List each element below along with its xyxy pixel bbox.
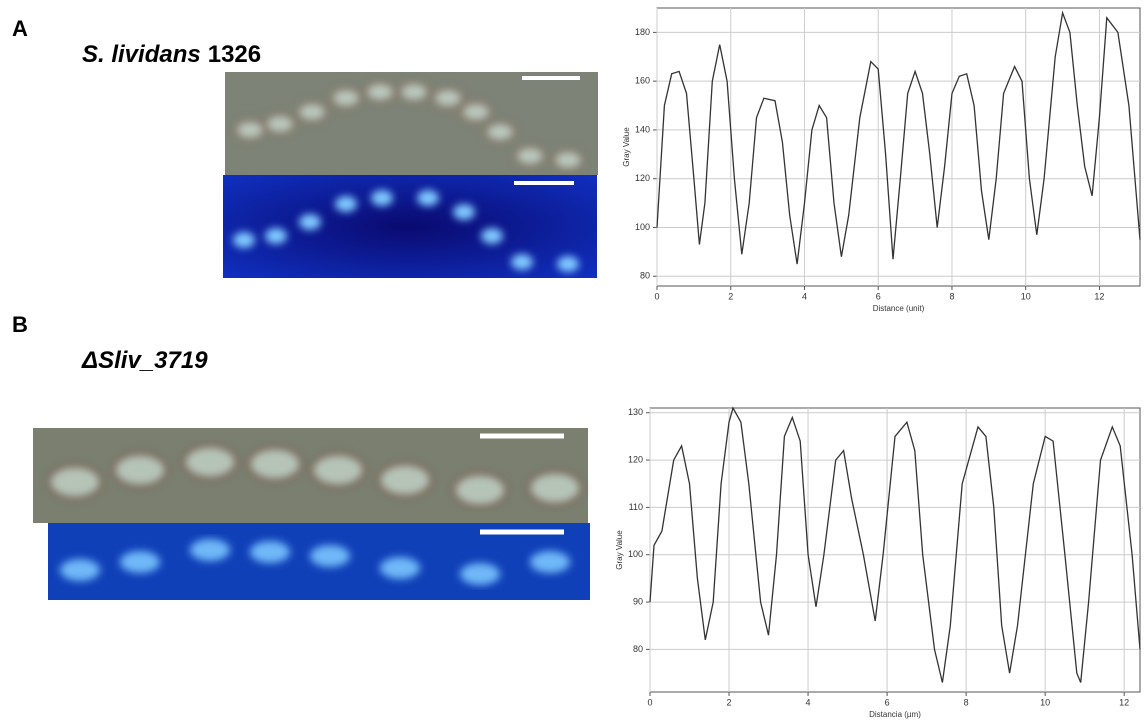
panel-label: A bbox=[12, 16, 28, 41]
fluorescence-image-a bbox=[223, 175, 597, 278]
x-tick-label: 0 bbox=[647, 697, 652, 707]
x-tick-label: 10 bbox=[1040, 697, 1050, 707]
title-part: S. lividans bbox=[82, 41, 201, 68]
plot-frame bbox=[649, 407, 1141, 693]
panel-label: B bbox=[12, 312, 28, 337]
x-tick-label: 12 bbox=[1094, 291, 1104, 301]
y-axis-label: Gray Value bbox=[615, 530, 624, 570]
fluorescence-image-b bbox=[48, 523, 590, 600]
y-tick-label: 120 bbox=[628, 454, 643, 464]
x-tick-label: 2 bbox=[728, 291, 733, 301]
y-tick-label: 100 bbox=[628, 549, 643, 559]
y-tick-label: 80 bbox=[640, 271, 650, 281]
x-tick-label: 2 bbox=[727, 697, 732, 707]
x-axis-label: Distance (unit) bbox=[873, 304, 925, 313]
title-part: ΔSliv_3719 bbox=[81, 347, 208, 374]
y-tick-label: 140 bbox=[635, 124, 650, 134]
x-axis-label: Distancia (µm) bbox=[869, 710, 921, 719]
y-tick-label: 180 bbox=[635, 27, 650, 37]
y-tick-label: 120 bbox=[635, 173, 650, 183]
data-line bbox=[656, 10, 1141, 265]
y-tick-label: 100 bbox=[635, 222, 650, 232]
y-tick-label: 160 bbox=[635, 76, 650, 86]
x-tick-label: 8 bbox=[949, 291, 954, 301]
data-line bbox=[649, 406, 1141, 683]
y-axis-label: Gray Value bbox=[622, 127, 631, 167]
title-part: 1326 bbox=[208, 41, 261, 68]
x-tick-label: 10 bbox=[1021, 291, 1031, 301]
x-tick-label: 6 bbox=[876, 291, 881, 301]
y-tick-label: 90 bbox=[633, 596, 643, 606]
brightfield-image-b bbox=[33, 428, 588, 523]
x-tick-label: 6 bbox=[885, 697, 890, 707]
x-tick-label: 8 bbox=[964, 697, 969, 707]
y-tick-label: 110 bbox=[629, 502, 643, 512]
panel-title: ΔSliv_3719 bbox=[81, 347, 208, 374]
y-tick-label: 130 bbox=[628, 407, 643, 417]
brightfield-image-a bbox=[225, 72, 598, 175]
panel-title: S. lividans 1326 bbox=[82, 41, 261, 68]
x-tick-label: 12 bbox=[1119, 697, 1129, 707]
x-tick-label: 4 bbox=[806, 697, 811, 707]
x-tick-label: 4 bbox=[802, 291, 807, 301]
y-tick-label: 80 bbox=[633, 644, 643, 654]
x-tick-label: 0 bbox=[654, 291, 659, 301]
plot-frame bbox=[656, 7, 1141, 287]
